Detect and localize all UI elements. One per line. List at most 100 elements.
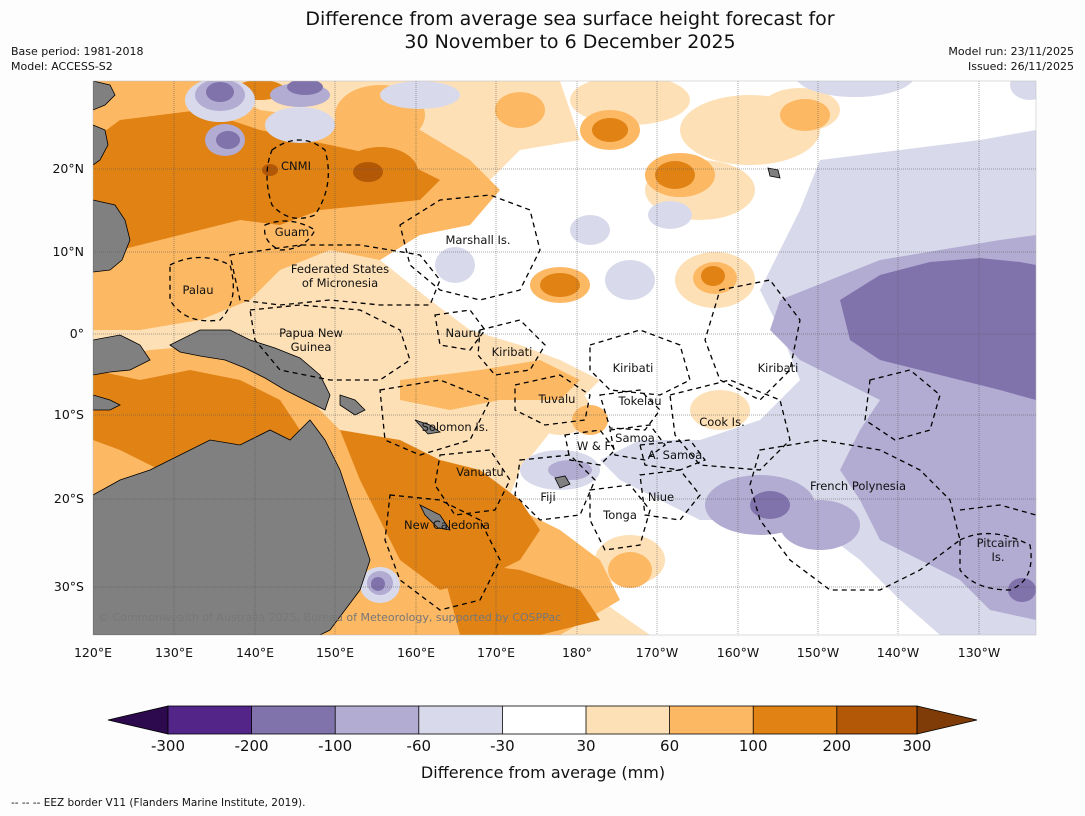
philippines-north — [93, 124, 109, 166]
colorbar-tick: 200 — [822, 737, 851, 755]
label-pitcairn-line-2: Is. — [991, 550, 1004, 564]
latitude-ticks: 20°N 10°N 0° 10°S 20°S 30°S — [52, 161, 84, 594]
eez-pitcairn-north — [959, 504, 1036, 516]
eez-french-polynesia — [749, 439, 961, 591]
anomaly-100-200 — [93, 81, 725, 635]
lon-tick-150w: 150°W — [797, 645, 839, 660]
colorbar-max-arrow — [916, 705, 978, 735]
fiji-island — [554, 475, 571, 489]
colorbar-tick: -30 — [490, 737, 515, 755]
colorbar-bin-4 — [418, 706, 503, 734]
colorbar-bin-2 — [251, 706, 336, 734]
lon-tick-120e: 120°E — [74, 645, 112, 660]
eez-marshall — [399, 194, 541, 301]
lon-tick-150e: 150°E — [316, 645, 354, 660]
label-wallis-futuna: W & F — [577, 439, 611, 453]
eez-vanuatu — [434, 449, 511, 516]
eez-fiji — [514, 454, 596, 521]
new-caledonia — [419, 504, 451, 531]
eez-marquesas — [864, 369, 941, 441]
label-vanuatu: Vanuatu — [456, 465, 503, 479]
colorbar-tick: -60 — [407, 737, 432, 755]
anomaly-neg-100-200 — [206, 81, 1036, 602]
label-niue: Niue — [648, 490, 674, 504]
label-kiribati-central: Kiribati — [613, 361, 654, 375]
label-png-line-1: Papua New — [279, 326, 343, 340]
sulawesi — [93, 334, 151, 376]
label-palau: Palau — [183, 283, 214, 297]
colorbar-tick: -200 — [235, 737, 269, 755]
eez-new-caledonia — [384, 494, 501, 611]
label-samoa: Samoa — [615, 431, 655, 445]
landmass — [93, 81, 781, 635]
eez-kiribati-central — [589, 329, 691, 396]
map-area: CNMI Guam Marshall Is. Federated States … — [93, 81, 1036, 635]
eez-tonga — [589, 484, 651, 551]
eez-footnote: -- -- -- EEZ border V11 (Flanders Marine… — [11, 797, 306, 809]
label-kiribati-east: Kiribati — [758, 361, 799, 375]
colorbar-tick: -100 — [318, 737, 352, 755]
issued-date: Issued: 26/11/2025 — [967, 60, 1074, 73]
label-cook-islands: Cook Is. — [699, 415, 744, 429]
label-new-caledonia: New Caledonia — [404, 518, 490, 532]
lesser-sunda — [93, 394, 121, 411]
model-run: Model run: 23/11/2025 — [948, 45, 1074, 58]
colorbar-title: Difference from average (mm) — [421, 763, 665, 782]
label-fsm-line-2: of Micronesia — [302, 276, 378, 290]
label-american-samoa: A. Samoa — [648, 448, 703, 462]
label-png-line-2: Guinea — [291, 340, 332, 354]
colorbar-dividers — [251, 706, 838, 734]
label-guam: Guam — [275, 225, 309, 239]
label-cnmi: CNMI — [281, 159, 311, 173]
colorbar-tick: 100 — [739, 737, 768, 755]
label-solomon-islands: Solomon Is. — [422, 420, 489, 434]
lat-tick-20s: 20°S — [54, 491, 84, 506]
colorbar-bin-3 — [335, 706, 419, 734]
label-fsm-line-1: Federated States — [291, 262, 389, 276]
new-britain — [339, 394, 366, 416]
lon-tick-140e: 140°E — [236, 645, 274, 660]
lat-tick-30s: 30°S — [54, 579, 84, 594]
graticule — [93, 81, 1036, 635]
eez-cook — [669, 379, 791, 471]
base-period: Base period: 1981-2018 — [11, 45, 144, 58]
colorbar-bin-1 — [168, 706, 252, 734]
lon-tick-130e: 130°E — [155, 645, 193, 660]
region-labels: CNMI Guam Marshall Is. Federated States … — [183, 159, 1020, 564]
colorbar-bin-9 — [836, 706, 917, 734]
eez-wallis-futuna — [564, 429, 616, 466]
hawaii-island — [767, 167, 781, 179]
eez-guam — [263, 220, 316, 251]
lon-tick-130w: 130°W — [958, 645, 1000, 660]
lon-tick-170e: 170°E — [477, 645, 515, 660]
eez-niue — [639, 469, 701, 521]
taiwan-coast — [93, 81, 116, 111]
lon-tick-170w: 170°W — [636, 645, 678, 660]
longitude-ticks: 120°E 130°E 140°E 150°E 160°E 170°E 180°… — [74, 645, 1000, 660]
colorbar-min-arrow — [107, 705, 169, 735]
eez-tuvalu — [514, 374, 591, 426]
eez-tokelau — [599, 389, 661, 431]
colorbar-frame — [167, 705, 918, 735]
colorbar-tick: 60 — [660, 737, 679, 755]
colorbar: -300 -200 -100 -60 -30 30 60 100 200 300… — [107, 705, 978, 782]
eez-pitcairn — [959, 532, 1032, 591]
eez-borders — [169, 139, 1036, 611]
lat-tick-20n: 20°N — [52, 161, 84, 176]
title-line-2: 30 November to 6 December 2025 — [404, 31, 736, 53]
colorbar-bin-8 — [753, 706, 837, 734]
title-line-1: Difference from average sea surface heig… — [305, 8, 835, 30]
map-frame — [92, 80, 1037, 636]
eez-palau — [169, 256, 234, 322]
lat-tick-0: 0° — [70, 326, 84, 341]
copyright-notice: © Commonwealth of Australia 2025, Bureau… — [98, 611, 561, 624]
colorbar-tick: -300 — [151, 737, 185, 755]
label-french-polynesia: French Polynesia — [810, 479, 906, 493]
model-name: Model: ACCESS-S2 — [11, 60, 113, 73]
philippines-south — [93, 199, 131, 273]
label-tonga: Tonga — [602, 508, 637, 522]
colorbar-tick: 300 — [903, 737, 932, 755]
label-marshall-islands: Marshall Is. — [445, 233, 510, 247]
eez-cnmi — [266, 139, 329, 219]
